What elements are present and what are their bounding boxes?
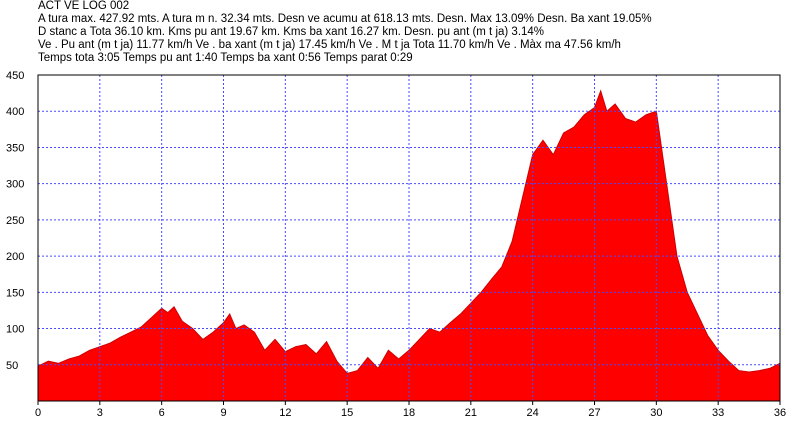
y-tick-label: 350 (6, 142, 24, 154)
x-tick-label: 33 (712, 407, 724, 419)
y-tick-label: 50 (6, 360, 18, 372)
stats-line-distance: D stanc a Tota 36.10 km. Kms pu ant 19.6… (38, 26, 545, 38)
x-tick-label: 30 (650, 407, 662, 419)
stats-line-speed: Ve . Pu ant (m t ja) 11.77 km/h Ve . ba … (38, 39, 621, 51)
x-tick-label: 0 (35, 407, 41, 419)
x-tick-label: 27 (588, 407, 600, 419)
y-tick-label: 200 (6, 251, 24, 263)
chart-header: ACT VE LOG 002 A tura max. 427.92 mts. A… (38, 0, 798, 65)
x-tick-label: 6 (159, 407, 165, 419)
x-tick-label: 15 (341, 407, 353, 419)
stats-line-altitude: A tura max. 427.92 mts. A tura m n. 32.3… (38, 13, 652, 25)
y-tick-label: 150 (6, 287, 24, 299)
chart-title: ACT VE LOG 002 (38, 0, 130, 12)
x-tick-label: 3 (97, 407, 103, 419)
stats-line-time: Temps tota 3:05 Temps pu ant 1:40 Temps … (38, 52, 413, 64)
x-tick-label: 12 (279, 407, 291, 419)
x-tick-label: 24 (527, 407, 539, 419)
y-tick-label: 250 (6, 215, 24, 227)
y-tick-label: 300 (6, 179, 24, 191)
x-tick-label: 18 (403, 407, 415, 419)
x-tick-label: 21 (465, 407, 477, 419)
x-tick-label: 9 (220, 407, 226, 419)
y-tick-label: 100 (6, 324, 24, 336)
elevation-area (37, 89, 781, 402)
y-tick-label: 450 (6, 70, 24, 82)
y-tick-label: 400 (6, 106, 24, 118)
x-tick-label: 36 (774, 407, 786, 419)
